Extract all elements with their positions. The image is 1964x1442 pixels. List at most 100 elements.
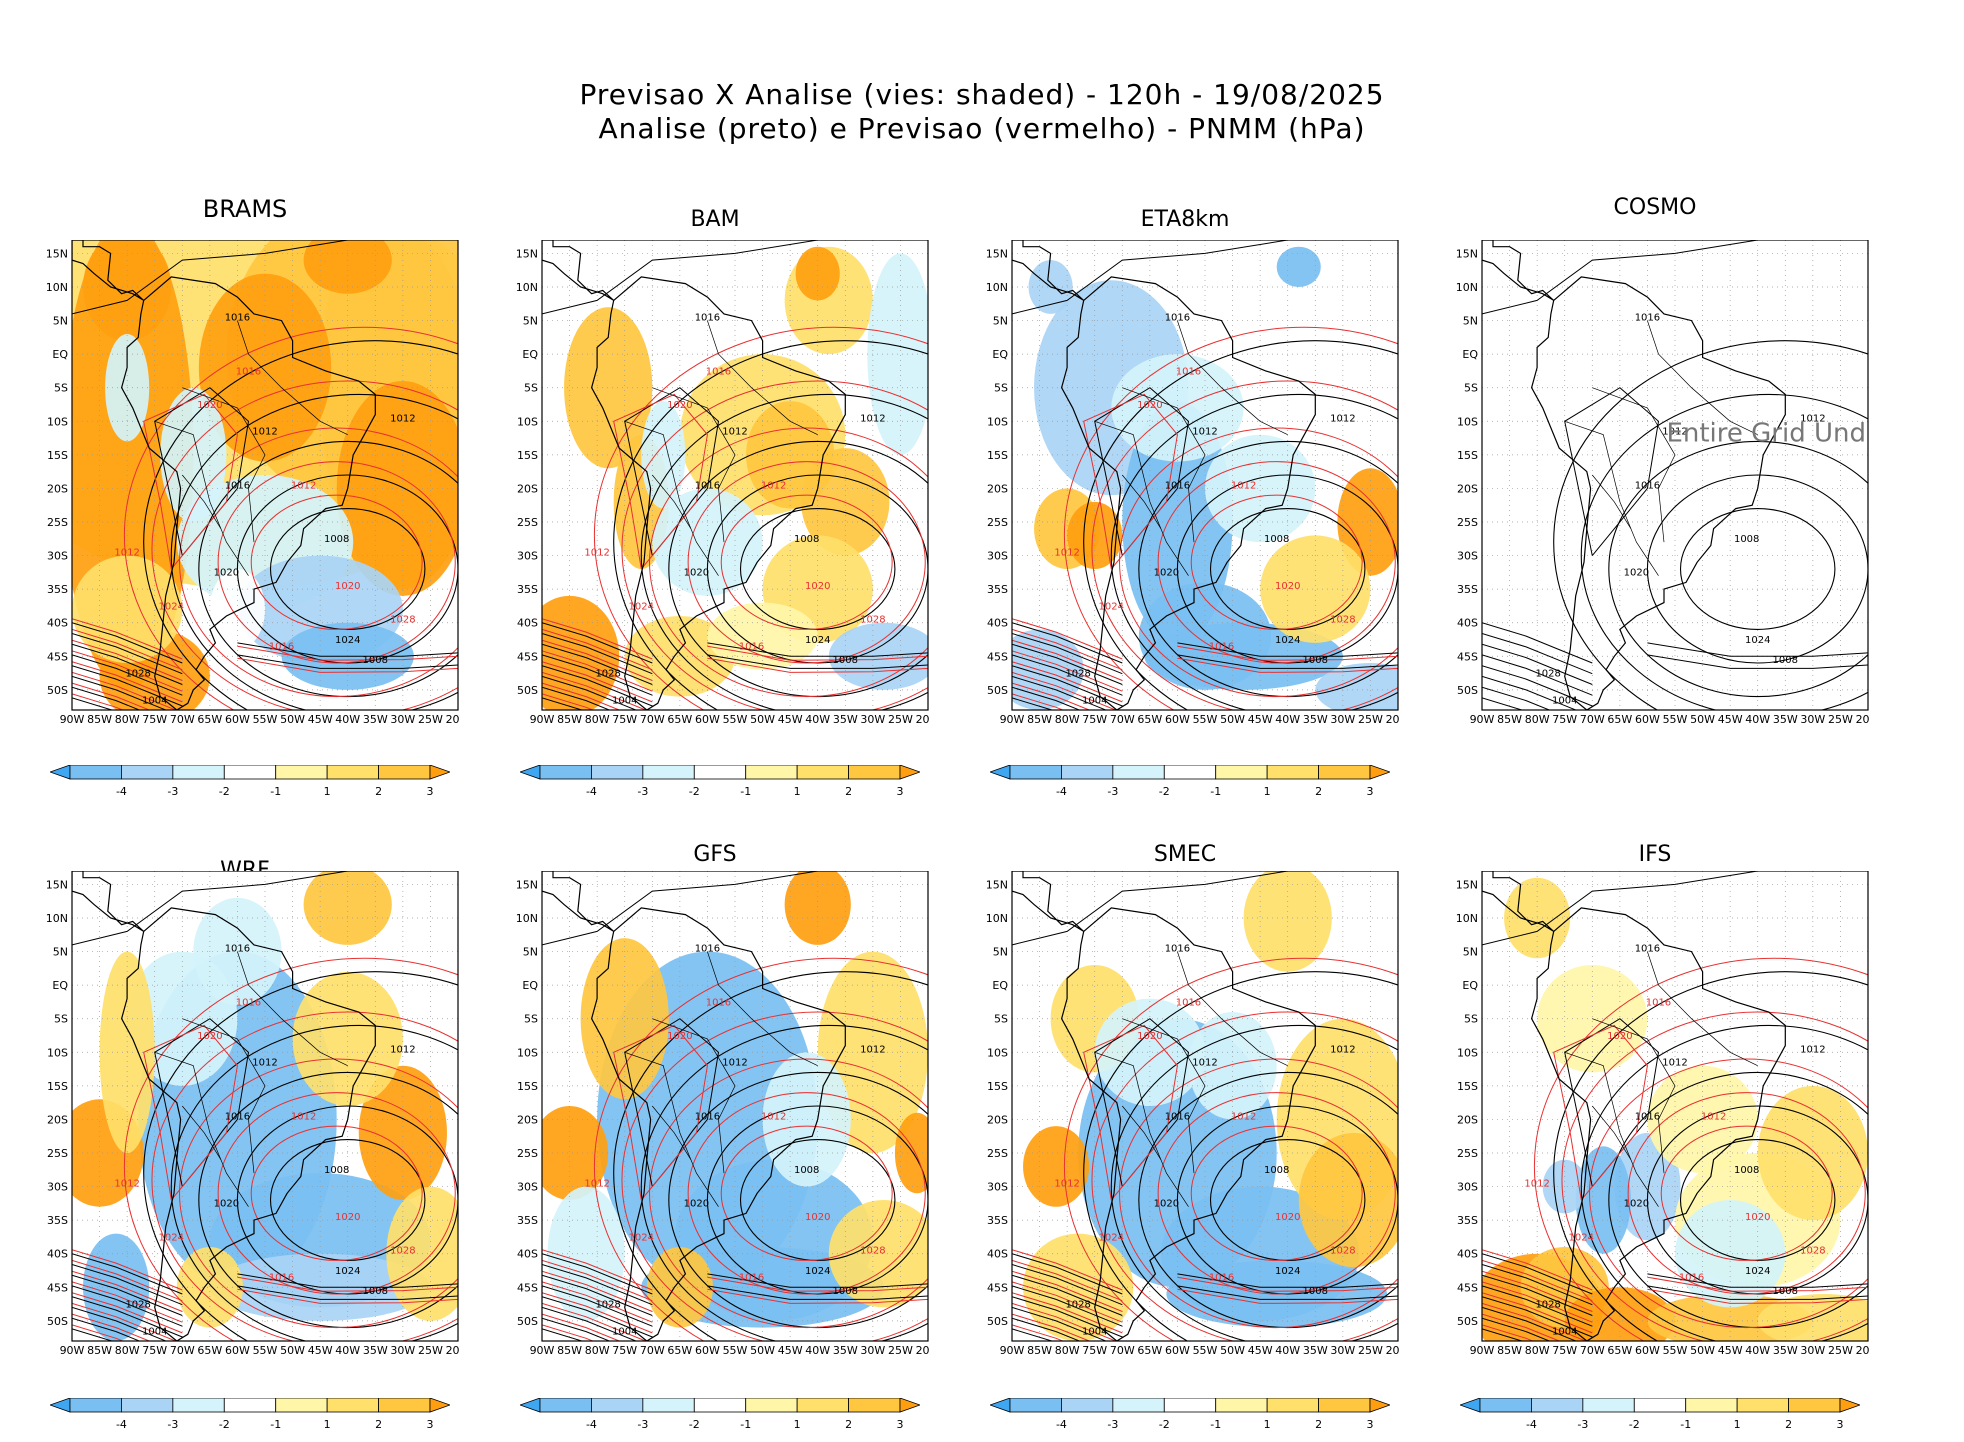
lon-tick-label: 20W bbox=[1856, 1344, 1870, 1357]
lon-tick-label: 65W bbox=[197, 1344, 222, 1357]
bias-shading bbox=[795, 246, 840, 301]
lon-tick-label: 25W bbox=[1828, 1344, 1853, 1357]
analysis-contour-label: 1004 bbox=[612, 695, 637, 706]
lat-tick-label: 20S bbox=[1457, 1113, 1478, 1126]
lat-tick-label: 15N bbox=[516, 247, 538, 260]
colorbar-label: 2 bbox=[375, 785, 382, 798]
lon-tick-label: 20W bbox=[446, 1344, 460, 1357]
lat-tick-label: 40S bbox=[47, 1248, 68, 1261]
bias-shading bbox=[1298, 1132, 1398, 1268]
lat-tick-label: 35S bbox=[517, 1214, 538, 1227]
colorbar-label: 3 bbox=[427, 785, 434, 798]
colorbar-segment bbox=[69, 764, 122, 780]
colorbar-label: 2 bbox=[375, 1418, 382, 1431]
lon-tick-label: 70W bbox=[170, 713, 195, 726]
colorbar-segment bbox=[121, 764, 174, 780]
lat-tick-label: 25S bbox=[1457, 1147, 1478, 1160]
forecast-contour-label: 1028 bbox=[390, 1246, 415, 1257]
analysis-isobar bbox=[143, 971, 458, 1341]
colorbar-segment bbox=[1531, 1397, 1584, 1413]
forecast-isobar bbox=[593, 326, 928, 710]
colorbar-label: -3 bbox=[637, 1418, 648, 1431]
forecast-contour-label: 1016 bbox=[1209, 642, 1234, 653]
colorbar: -4-3-2-11234 bbox=[518, 1397, 955, 1438]
colorbar-label: -4 bbox=[586, 1418, 597, 1431]
lat-tick-label: 15S bbox=[987, 1080, 1008, 1093]
analysis-contour-label: 1024 bbox=[1275, 635, 1300, 646]
forecast-contour-label: 1024 bbox=[159, 1232, 184, 1243]
lat-tick-label: 25S bbox=[47, 1147, 68, 1160]
forecast-isobar bbox=[1119, 427, 1398, 698]
lon-tick-label: 45W bbox=[1718, 1344, 1743, 1357]
lat-tick-label: 30S bbox=[1457, 1181, 1478, 1194]
lon-tick-label: 85W bbox=[1497, 713, 1522, 726]
colorbar-segment bbox=[378, 1397, 431, 1413]
analysis-contour-label: 1012 bbox=[722, 1058, 747, 1069]
lon-tick-label: 25W bbox=[1358, 1344, 1383, 1357]
analysis-contour-label: 1016 bbox=[225, 480, 250, 491]
colorbar-label: 3 bbox=[1837, 1418, 1844, 1431]
lat-tick-label: 35S bbox=[517, 583, 538, 596]
analysis-contour-label: 1016 bbox=[225, 313, 250, 324]
colorbar-label: -1 bbox=[270, 1418, 281, 1431]
colorbar-label: 2 bbox=[1315, 785, 1322, 798]
forecast-isobar bbox=[649, 1058, 928, 1329]
colorbar: -4-3-2-11234 bbox=[988, 764, 1425, 805]
lon-tick-label: 20W bbox=[1386, 1344, 1400, 1357]
lon-tick-label: 90W bbox=[1470, 1344, 1495, 1357]
analysis-contour-label: 1020 bbox=[684, 1199, 709, 1210]
forecast-contour-label: 1016 bbox=[269, 1273, 294, 1284]
colorbar-segment bbox=[848, 1397, 901, 1413]
panel-title: ETA8km bbox=[1140, 207, 1230, 232]
panel-bam: BAM 1016 1012 1008 1020 1024 1028 1004 1016 1012… bbox=[500, 195, 930, 726]
analysis-contour-label: 1020 bbox=[684, 568, 709, 579]
bias-shading bbox=[1188, 1012, 1277, 1120]
lat-tick-label: EQ bbox=[992, 348, 1008, 361]
lon-tick-label: 40W bbox=[805, 1344, 830, 1357]
lon-tick-label: 50W bbox=[750, 1344, 775, 1357]
colorbar-segment bbox=[591, 1397, 644, 1413]
analysis-isobar bbox=[143, 340, 458, 710]
forecast-isobar bbox=[250, 494, 423, 630]
lon-tick-label: 85W bbox=[557, 1344, 582, 1357]
forecast-contour-label: 1012 bbox=[291, 480, 316, 491]
analysis-contour-label: 1012 bbox=[252, 427, 277, 438]
forecast-contour-label: 1020 bbox=[335, 1212, 360, 1223]
forecast-isobar bbox=[217, 461, 456, 664]
lon-tick-label: 50W bbox=[1690, 713, 1715, 726]
lon-tick-label: 40W bbox=[1275, 713, 1300, 726]
analysis-isobar bbox=[1679, 508, 1836, 630]
lat-tick-label: 30S bbox=[987, 1181, 1008, 1194]
analysis-isobar bbox=[613, 971, 928, 1341]
analysis-contour-label: 1008 bbox=[794, 534, 819, 545]
lon-tick-label: 85W bbox=[1027, 1344, 1052, 1357]
lon-tick-label: 40W bbox=[1275, 1344, 1300, 1357]
analysis-isobar bbox=[1553, 971, 1868, 1341]
colorbar-label: -3 bbox=[1577, 1418, 1588, 1431]
colorbar-segment bbox=[693, 1397, 747, 1413]
panel-ifs: IFS 1016 1012 1008 1020 1024 1028 1004 1016 1012… bbox=[1440, 826, 1870, 1357]
lon-tick-label: 40W bbox=[1745, 713, 1770, 726]
analysis-contour-label: 1004 bbox=[142, 695, 167, 706]
lon-tick-label: 60W bbox=[1635, 713, 1660, 726]
lon-tick-label: 85W bbox=[1497, 1344, 1522, 1357]
analysis-contour-label: 1012 bbox=[1662, 427, 1687, 438]
analysis-contour-label: 1012 bbox=[252, 1058, 277, 1069]
colorbar-segment bbox=[275, 1397, 328, 1413]
bias-shading bbox=[209, 569, 265, 650]
lon-tick-label: 30W bbox=[390, 713, 415, 726]
lon-tick-label: 70W bbox=[1110, 713, 1135, 726]
lat-tick-label: 50S bbox=[987, 684, 1008, 697]
lon-tick-label: 85W bbox=[87, 1344, 112, 1357]
forecast-contour-label: 1012 bbox=[761, 1111, 786, 1122]
colorbar-segment bbox=[275, 764, 328, 780]
forecast-contour-label: 1012 bbox=[1231, 1111, 1256, 1122]
colorbar-label: -4 bbox=[1526, 1418, 1537, 1431]
analysis-isobar bbox=[1580, 393, 1868, 710]
figure-title-line2: Analise (preto) e Previsao (vermelho) - … bbox=[598, 112, 1366, 145]
lon-tick-label: 75W bbox=[142, 1344, 167, 1357]
bias-shading bbox=[828, 1200, 928, 1308]
lon-tick-label: 75W bbox=[612, 1344, 637, 1357]
coastline bbox=[542, 871, 615, 932]
coastline bbox=[72, 240, 145, 301]
